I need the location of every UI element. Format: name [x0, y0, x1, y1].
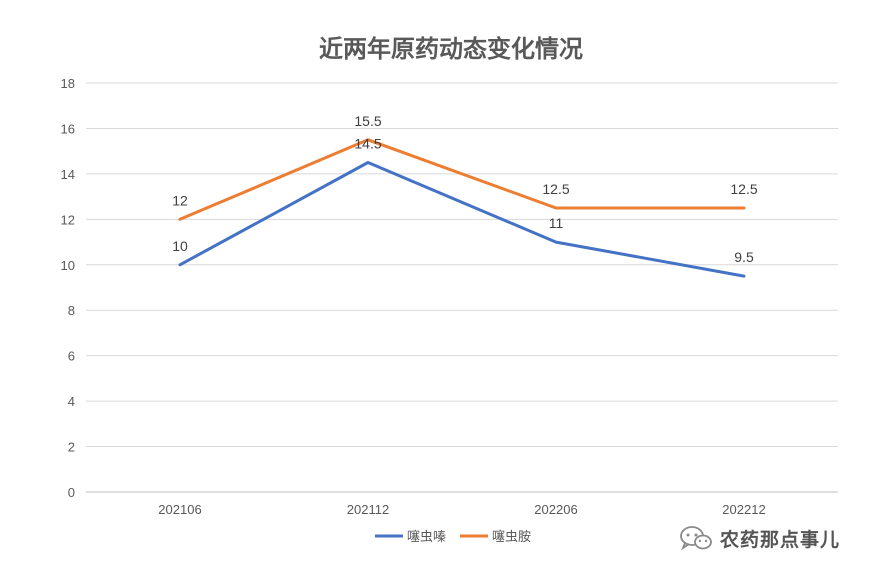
y-tick-label: 8 [68, 303, 75, 318]
data-label: 12 [172, 192, 188, 208]
y-axis-ticks: 0 2 4 6 8 10 12 14 16 18 [61, 76, 75, 500]
data-label: 9.5 [734, 249, 754, 265]
y-tick-label: 16 [61, 121, 75, 136]
series-lines [178, 138, 746, 278]
y-tick-label: 2 [68, 440, 75, 455]
gridlines [86, 82, 838, 493]
legend-label: 噻虫嗪 [407, 529, 446, 545]
x-tick-label: 202106 [158, 502, 201, 517]
data-label: 12.5 [542, 181, 569, 197]
x-axis-ticks: 202106 202112 202206 202212 [158, 502, 765, 517]
data-labels: 10 14.5 11 9.5 12 15.5 12.5 12.5 [172, 113, 758, 265]
wechat-icon [680, 526, 712, 551]
data-label: 11 [549, 215, 564, 231]
data-label: 12.5 [730, 181, 757, 197]
watermark: 农药那点事儿 [678, 523, 840, 553]
legend-label: 噻虫胺 [492, 529, 531, 545]
legend: 噻虫嗪 噻虫胺 [375, 529, 531, 545]
x-tick-label: 202206 [534, 502, 577, 517]
y-tick-label: 18 [61, 76, 75, 91]
series-line [178, 138, 746, 221]
data-label: 15.5 [354, 113, 381, 129]
x-tick-label: 202112 [347, 502, 389, 517]
y-tick-label: 14 [61, 167, 75, 182]
data-label: 14.5 [354, 136, 381, 152]
x-tick-label: 202212 [722, 502, 765, 517]
y-tick-label: 10 [61, 258, 75, 273]
chart-title: 近两年原药动态变化情况 [319, 35, 583, 63]
series-line [178, 161, 746, 278]
y-tick-label: 12 [61, 212, 75, 227]
y-tick-label: 6 [68, 349, 75, 364]
data-label: 10 [172, 238, 188, 254]
watermark-text: 农药那点事儿 [720, 528, 841, 551]
y-tick-label: 0 [68, 485, 75, 500]
y-tick-label: 4 [68, 394, 75, 409]
